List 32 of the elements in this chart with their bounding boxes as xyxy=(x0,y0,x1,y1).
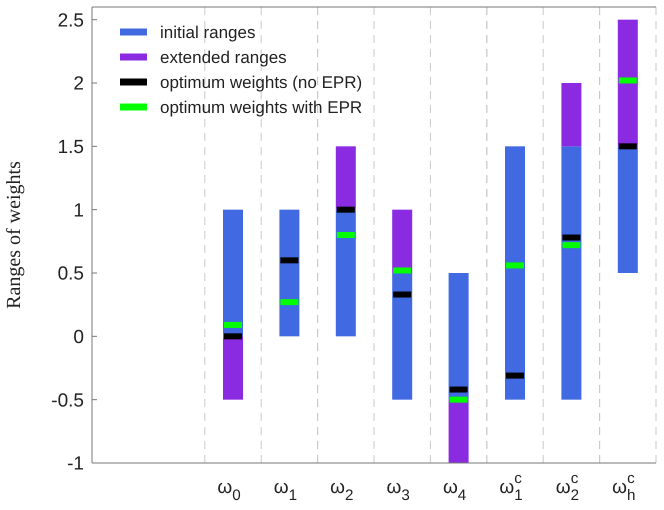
x-tick-label: ω$_{1}$ xyxy=(274,477,298,504)
bar xyxy=(336,146,356,210)
y-tick-label: 0 xyxy=(73,326,84,348)
bar xyxy=(561,83,582,146)
bar xyxy=(336,210,356,336)
bar xyxy=(392,273,412,400)
y-tick-label: 2 xyxy=(73,74,84,95)
y-tick-label: -1 xyxy=(67,454,84,475)
legend-label: initial ranges xyxy=(160,22,256,42)
bar xyxy=(448,400,469,463)
y-tick-label: 2.5 xyxy=(58,10,84,32)
x-tick-label: ω$_{0}$ xyxy=(217,477,241,504)
y-tick-label: 0.5 xyxy=(58,264,84,285)
bar xyxy=(448,273,469,400)
y-tick-label: -0.5 xyxy=(51,390,84,412)
y-tick-label: 1 xyxy=(73,200,84,222)
x-tick-label: ω$_{4}$ xyxy=(442,477,466,504)
y-axis-title: Ranges of weights xyxy=(3,160,25,309)
x-tick-label: ω$_{2}$ xyxy=(330,477,354,504)
x-tick-label: ω$_{3}$ xyxy=(386,477,410,504)
bar xyxy=(392,210,412,273)
bar xyxy=(618,146,638,273)
legend-label: optimum weights with EPR xyxy=(160,98,362,117)
bar xyxy=(223,210,243,336)
bar xyxy=(223,336,243,400)
bar xyxy=(505,146,525,400)
bar xyxy=(561,146,582,400)
y-tick-label: 1.5 xyxy=(58,136,84,158)
legend-label: optimum weights (no EPR) xyxy=(160,72,362,92)
bar xyxy=(618,20,638,146)
bar xyxy=(279,210,300,336)
legend-label: extended ranges xyxy=(160,48,287,67)
